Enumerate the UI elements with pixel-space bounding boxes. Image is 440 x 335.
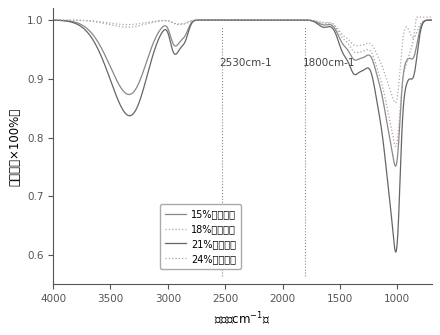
- 18%水分稻谷: [381, 68, 386, 72]
- 24%水分稻谷: [212, 18, 217, 22]
- 24%水分稻谷: [116, 24, 121, 28]
- 18%水分稻谷: [429, 18, 434, 22]
- X-axis label: 波数（cm$^{-1}$）: 波数（cm$^{-1}$）: [214, 310, 271, 327]
- Line: 24%水分稻谷: 24%水分稻谷: [53, 17, 432, 146]
- 18%水分稻谷: [116, 22, 121, 26]
- Legend: 15%水分稻谷, 18%水分稻谷, 21%水分稻谷, 24%水分稻谷: 15%水分稻谷, 18%水分稻谷, 21%水分稻谷, 24%水分稻谷: [160, 204, 241, 269]
- 24%水分稻谷: [422, 15, 427, 19]
- 18%水分稻谷: [212, 18, 217, 22]
- 21%水分稻谷: [196, 18, 201, 22]
- 24%水分稻谷: [94, 20, 99, 24]
- 15%水分稻谷: [422, 19, 427, 23]
- 21%水分稻谷: [393, 250, 398, 254]
- 15%水分稻谷: [94, 38, 99, 42]
- 21%水分稻谷: [381, 143, 386, 147]
- Line: 18%水分稻谷: 18%水分稻谷: [53, 20, 432, 103]
- 18%水分稻谷: [248, 18, 253, 22]
- 24%水分稻谷: [381, 88, 386, 92]
- 21%水分稻谷: [116, 99, 121, 104]
- Text: 2530cm-1: 2530cm-1: [220, 58, 272, 68]
- 24%水分稻谷: [393, 144, 398, 148]
- 15%水分稻谷: [262, 18, 267, 22]
- 21%水分稻谷: [51, 18, 56, 22]
- 24%水分稻谷: [414, 15, 419, 19]
- 21%水分稻谷: [94, 44, 99, 48]
- 18%水分稻谷: [196, 18, 201, 22]
- 15%水分稻谷: [196, 18, 201, 22]
- 24%水分稻谷: [51, 18, 56, 22]
- Y-axis label: 透光率（×100%）: 透光率（×100%）: [8, 107, 21, 186]
- Line: 21%水分稻谷: 21%水分稻谷: [53, 20, 432, 252]
- 15%水分稻谷: [381, 101, 386, 105]
- Text: 1800cm-1: 1800cm-1: [303, 58, 356, 68]
- 18%水分稻谷: [422, 18, 427, 22]
- Line: 15%水分稻谷: 15%水分稻谷: [53, 20, 432, 166]
- 15%水分稻谷: [212, 18, 217, 22]
- 21%水分稻谷: [212, 18, 217, 22]
- 18%水分稻谷: [51, 18, 56, 22]
- 15%水分稻谷: [51, 18, 56, 22]
- 15%水分稻谷: [393, 164, 398, 168]
- 15%水分稻谷: [429, 18, 434, 22]
- 24%水分稻谷: [196, 18, 201, 22]
- 24%水分稻谷: [429, 16, 434, 20]
- 21%水分稻谷: [429, 18, 434, 22]
- 21%水分稻谷: [269, 18, 274, 22]
- 15%水分稻谷: [116, 82, 121, 86]
- 21%水分稻谷: [422, 19, 427, 23]
- 18%水分稻谷: [392, 101, 398, 105]
- 18%水分稻谷: [94, 19, 99, 23]
